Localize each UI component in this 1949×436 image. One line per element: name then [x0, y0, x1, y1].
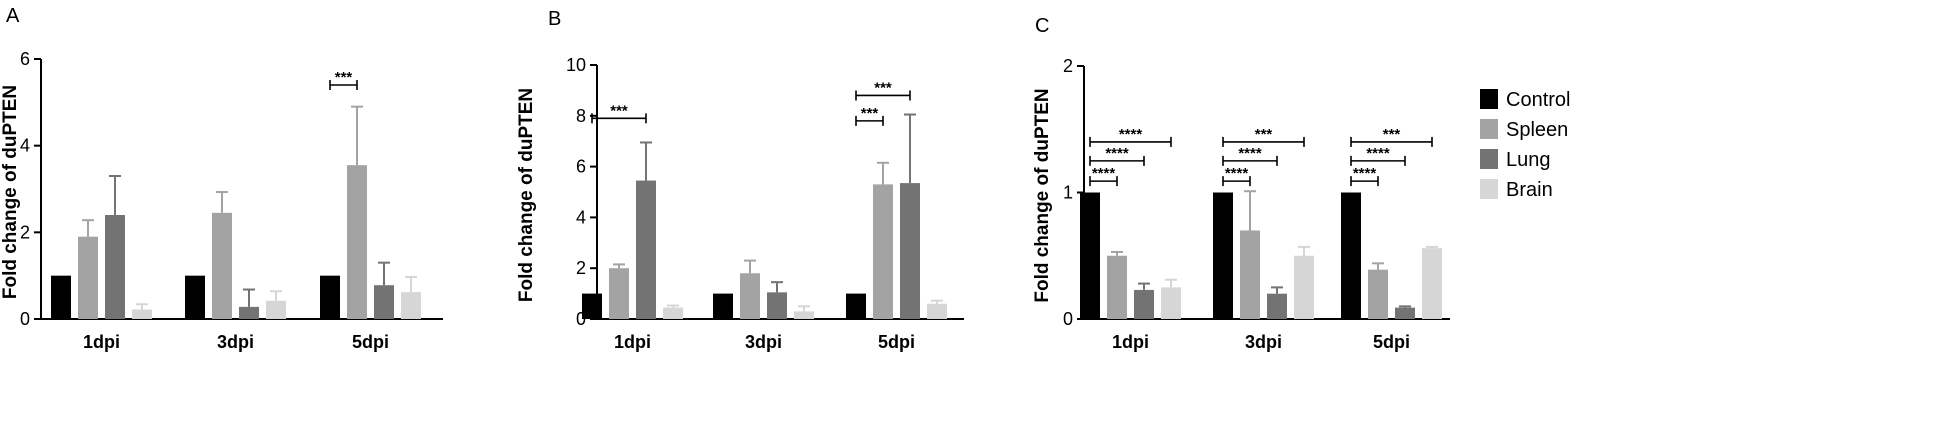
bar: [713, 293, 733, 319]
y-tick-label: 10: [566, 55, 586, 75]
y-tick-label: 6: [576, 157, 586, 177]
significance-label: ****: [1092, 165, 1116, 182]
bar: [374, 285, 394, 319]
significance-label: ****: [1105, 145, 1129, 162]
bar: [401, 292, 421, 319]
bar: [1341, 192, 1361, 319]
bar: [927, 303, 947, 319]
legend-label: Brain: [1506, 179, 1553, 201]
panel-a: A 0 2 4 6 Fold change of duPTEN 1dpi 3dpi 5dpi **…: [0, 5, 443, 352]
x-tick-label: 3dpi: [1245, 332, 1282, 352]
significance-label: ***: [874, 79, 892, 96]
significance-label: ****: [1119, 126, 1143, 143]
legend-swatch: [1480, 119, 1498, 139]
significance-label: ****: [1366, 145, 1390, 162]
panel-label: C: [1035, 15, 1049, 37]
bar: [1240, 230, 1260, 319]
y-tick-label: 2: [576, 258, 586, 278]
y-tick-label: 0: [1063, 309, 1073, 329]
bar: [1422, 248, 1442, 319]
x-tick-label: 3dpi: [745, 332, 782, 352]
bar: [1294, 255, 1314, 319]
significance-label: ***: [1255, 126, 1273, 143]
bar: [347, 165, 367, 319]
bar: [266, 300, 286, 319]
y-tick-label: 2: [1063, 56, 1073, 76]
bar: [1107, 255, 1127, 319]
significance-label: ***: [1383, 126, 1401, 143]
legend-swatch: [1480, 179, 1498, 199]
legend-label: Lung: [1506, 149, 1551, 171]
bar: [794, 311, 814, 319]
panel-b: B 0 2 4 6 8 10 Fold change of duPTEN 1dpi 3dpi 5dp…: [516, 8, 964, 352]
bar: [132, 309, 152, 319]
bar: [582, 293, 602, 319]
y-axis-label: Fold change of duPTEN: [0, 85, 21, 299]
significance-label: ***: [861, 105, 879, 122]
x-tick-label: 1dpi: [614, 332, 651, 352]
bar: [767, 292, 787, 319]
y-tick-label: 6: [20, 49, 30, 69]
bar: [1395, 307, 1415, 319]
bar: [185, 275, 205, 319]
y-tick-label: 4: [20, 136, 30, 156]
bar: [78, 236, 98, 319]
bar: [636, 180, 656, 319]
panel-c: C 0 1 2 Fold change of duPTEN 1dpi 3dpi 5dpi ***…: [1032, 15, 1450, 352]
x-tick-label: 1dpi: [1112, 332, 1149, 352]
significance-label: ****: [1225, 165, 1249, 182]
legend-swatch: [1480, 89, 1498, 109]
bar: [239, 306, 259, 319]
y-tick-label: 8: [576, 106, 586, 126]
y-axis-label: Fold change of duPTEN: [516, 88, 537, 302]
y-tick-label: 2: [20, 222, 30, 242]
x-tick-label: 5dpi: [1373, 332, 1410, 352]
y-tick-label: 1: [1063, 183, 1073, 203]
bar: [846, 293, 866, 319]
bar: [1134, 289, 1154, 319]
bar: [740, 273, 760, 319]
bar: [900, 183, 920, 319]
legend: Control Spleen Lung Brain: [1480, 89, 1570, 201]
bar: [212, 212, 232, 319]
significance-label: ****: [1353, 165, 1377, 182]
legend-label: Spleen: [1506, 119, 1568, 141]
bar: [609, 268, 629, 319]
bar: [1213, 192, 1233, 319]
bar: [1267, 293, 1287, 319]
legend-label: Control: [1506, 89, 1570, 111]
x-tick-label: 5dpi: [352, 332, 389, 352]
significance-label: ***: [335, 69, 353, 86]
y-tick-label: 4: [576, 207, 586, 227]
bar: [873, 184, 893, 319]
bar: [320, 275, 340, 319]
x-tick-label: 1dpi: [83, 332, 120, 352]
y-tick-label: 0: [576, 309, 586, 329]
panel-label: B: [548, 8, 561, 30]
bar: [1080, 192, 1100, 319]
bar: [1161, 287, 1181, 319]
y-axis-label: Fold change of duPTEN: [1032, 88, 1053, 302]
bar: [1368, 269, 1388, 319]
x-tick-label: 5dpi: [878, 332, 915, 352]
bar: [105, 215, 125, 319]
bar: [663, 307, 683, 319]
bar: [51, 275, 71, 319]
significance-label: ***: [610, 102, 628, 119]
legend-swatch: [1480, 149, 1498, 169]
significance-label: ****: [1238, 145, 1262, 162]
panel-label: A: [6, 5, 20, 27]
y-tick-label: 0: [20, 309, 30, 329]
x-tick-label: 3dpi: [217, 332, 254, 352]
